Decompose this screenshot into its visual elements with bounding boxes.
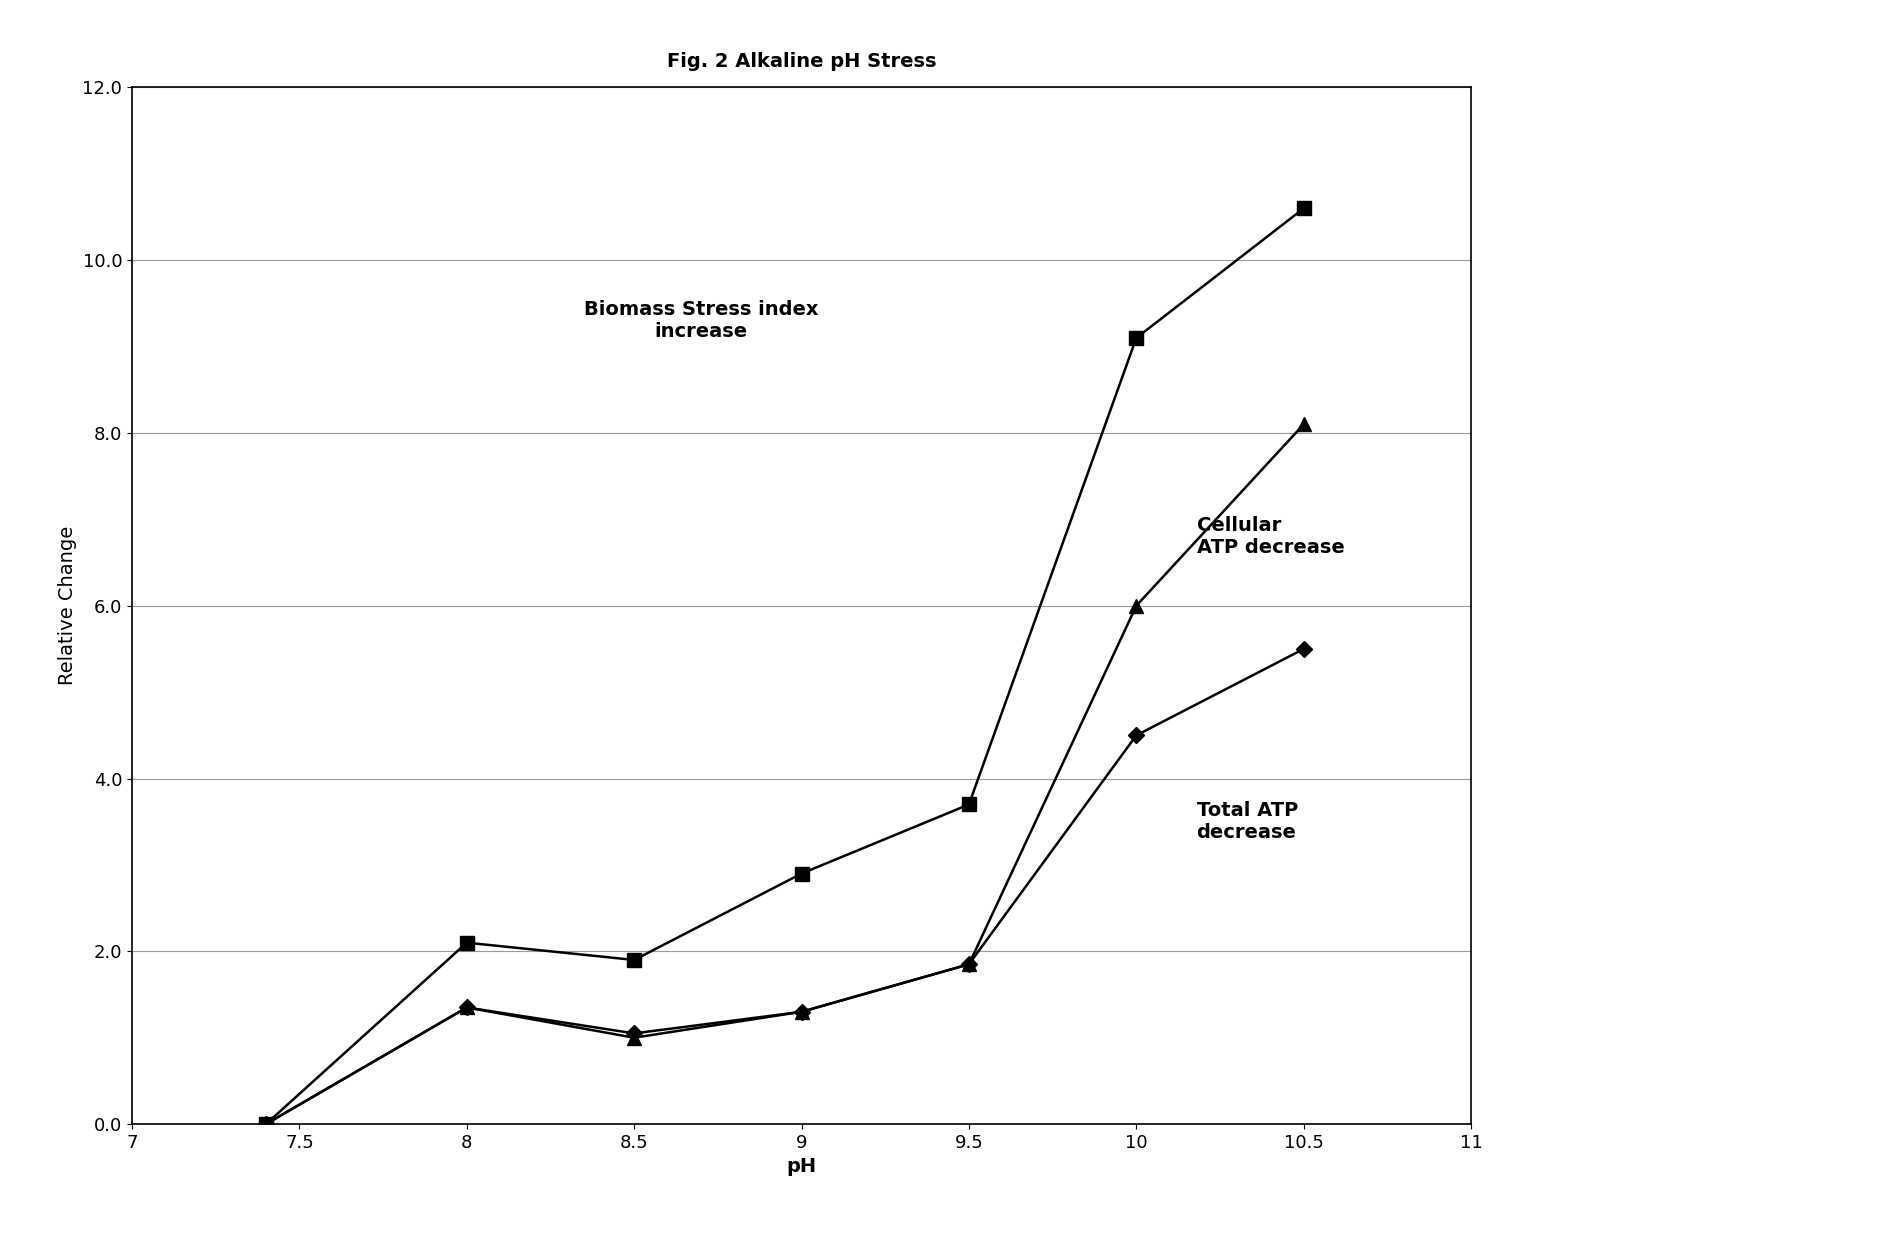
Text: Biomass Stress index
increase: Biomass Stress index increase xyxy=(585,300,819,341)
X-axis label: pH: pH xyxy=(786,1158,817,1177)
Text: Cellular
ATP decrease: Cellular ATP decrease xyxy=(1196,516,1345,557)
Y-axis label: Relative Change: Relative Change xyxy=(58,526,77,686)
Text: Total ATP
decrease: Total ATP decrease xyxy=(1196,802,1298,842)
Title: Fig. 2 Alkaline pH Stress: Fig. 2 Alkaline pH Stress xyxy=(668,51,935,71)
